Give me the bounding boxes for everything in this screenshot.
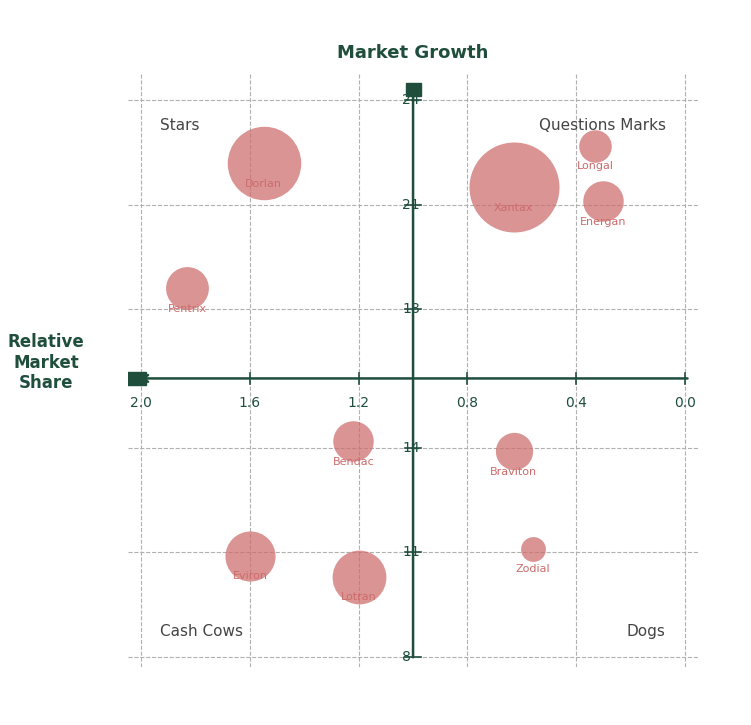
Text: 1.2: 1.2 — [348, 396, 369, 410]
Text: Stars: Stars — [160, 117, 200, 133]
Text: Market Growth: Market Growth — [337, 44, 489, 62]
Point — [182, 282, 194, 294]
Text: Zodial: Zodial — [515, 565, 550, 574]
Bar — [406, 83, 421, 96]
Text: Questions Marks: Questions Marks — [538, 117, 666, 133]
Point — [244, 550, 256, 562]
Text: Xantax: Xantax — [494, 203, 533, 213]
Text: Cash Cows: Cash Cows — [160, 624, 243, 639]
Text: Energan: Energan — [580, 217, 626, 227]
Text: Braviton: Braviton — [490, 467, 537, 477]
Text: 1.6: 1.6 — [239, 396, 261, 410]
Text: Eviron: Eviron — [233, 571, 267, 581]
Text: Relative
Market
Share: Relative Market Share — [8, 333, 84, 392]
Point — [526, 543, 538, 555]
Point — [508, 181, 520, 193]
Text: 0.0: 0.0 — [674, 396, 695, 410]
Text: 2.0: 2.0 — [131, 396, 152, 410]
Point — [347, 435, 359, 447]
Bar — [123, 372, 146, 385]
Text: 14: 14 — [403, 441, 420, 455]
Point — [589, 140, 601, 152]
Point — [597, 195, 609, 207]
Text: 21: 21 — [403, 198, 420, 212]
Text: 11: 11 — [403, 545, 420, 559]
Text: 8: 8 — [403, 650, 411, 663]
Text: Longal: Longal — [577, 161, 614, 171]
Text: 0.4: 0.4 — [566, 396, 587, 410]
Point — [353, 571, 365, 582]
Text: Bendac: Bendac — [333, 457, 374, 467]
Text: Dogs: Dogs — [627, 624, 666, 639]
Point — [508, 446, 520, 457]
Text: Lotran: Lotran — [341, 592, 376, 602]
Text: 24: 24 — [403, 94, 420, 107]
Point — [258, 157, 270, 169]
Text: Dorlan: Dorlan — [245, 178, 282, 188]
Text: 18: 18 — [403, 302, 420, 316]
Text: 0.8: 0.8 — [457, 396, 478, 410]
Text: Pentrix: Pentrix — [168, 304, 207, 314]
